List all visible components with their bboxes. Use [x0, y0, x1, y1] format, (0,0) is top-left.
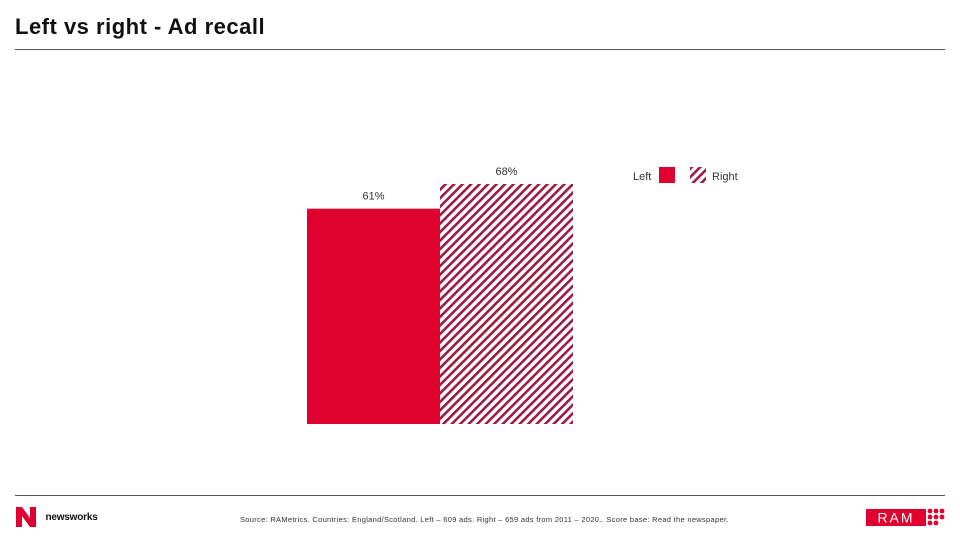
bar-left — [307, 208, 440, 424]
legend-swatch-left — [659, 167, 675, 183]
ram-logo: RAM — [866, 506, 946, 533]
data-label-right: 68% — [495, 166, 517, 178]
legend-label-right: Right — [712, 171, 738, 183]
footer-divider — [15, 495, 945, 496]
legend-label-left: Left — [633, 171, 651, 183]
ram-logo-icon: RAM — [866, 508, 945, 526]
newsworks-wordmark: newsworks — [45, 511, 98, 523]
legend-swatch-right — [690, 167, 706, 183]
newsworks-logo: newsworks — [16, 507, 98, 527]
data-label-left: 61% — [362, 191, 384, 203]
page-title: Left vs right - Ad recall — [15, 14, 266, 39]
title-divider — [15, 49, 945, 50]
newsworks-n-icon — [16, 507, 36, 527]
bar-right — [440, 183, 573, 424]
source-note: Source: RAMetrics. Countries: England/Sc… — [240, 515, 729, 524]
ram-logo-text: RAM — [877, 510, 914, 526]
